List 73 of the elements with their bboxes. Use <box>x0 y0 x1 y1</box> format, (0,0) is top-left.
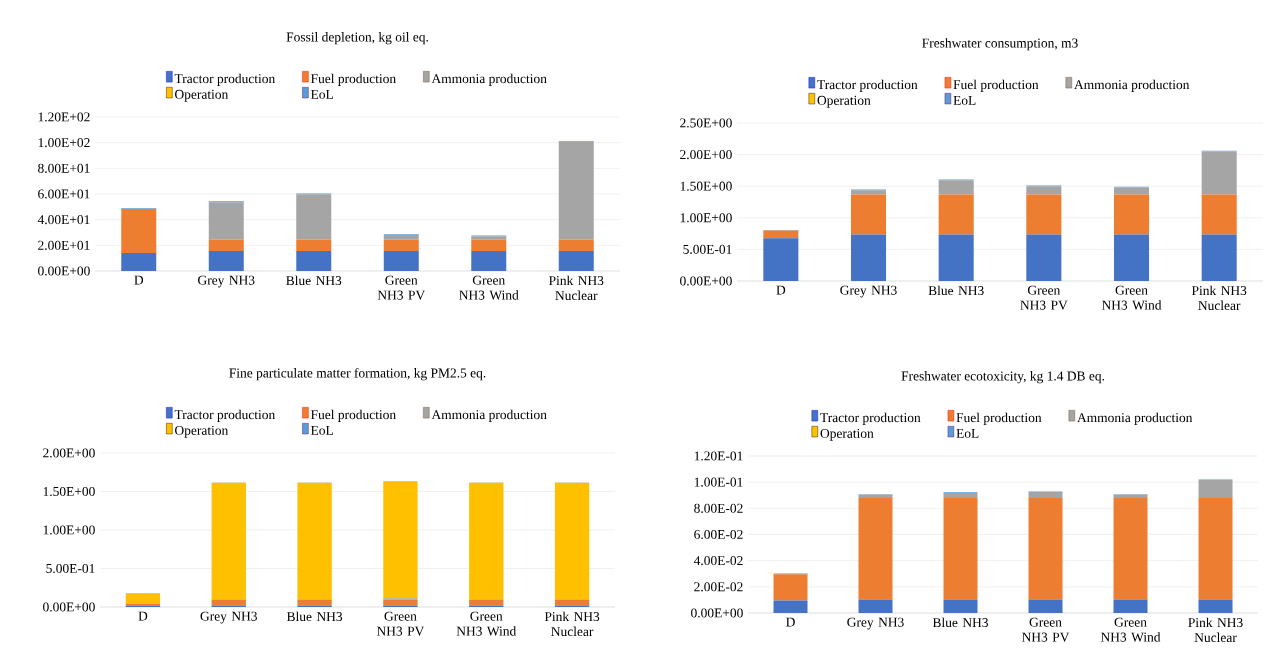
x-tick-label: Blue NH3 <box>928 285 984 296</box>
y-tick-label: 0.00E+00 <box>680 276 732 286</box>
y-tick-label: 4.00E-02 <box>693 556 743 566</box>
x-tick-label: Blue NH3 <box>286 275 342 286</box>
y-tick-label: 1.00E+02 <box>38 138 90 148</box>
x-tick-label: Green NH3 Wind <box>1100 617 1161 642</box>
x-tick-label: D <box>776 285 786 295</box>
y-tick-label: 4.00E+01 <box>37 215 90 225</box>
legend-label: Tractor production <box>174 73 276 86</box>
y-tick-label: 2.00E+00 <box>680 150 732 160</box>
x-tick-label: Blue NH3 <box>932 617 988 628</box>
x-tick-label: Pink NH3 Nuclear <box>1188 617 1243 643</box>
x-tick-label: Grey NH3 <box>847 617 904 630</box>
x-tick-label: Pink NH3 Nuclear <box>549 275 604 301</box>
y-tick-label: 1.20E+02 <box>38 112 90 122</box>
y-tick-label: 5.00E-01 <box>46 563 95 574</box>
x-tick-label: D <box>786 617 795 627</box>
legend-label: Fuel production <box>953 79 1039 92</box>
y-tick-label: 0.00E+00 <box>43 602 95 612</box>
x-tick-label: Pink NH3 Nuclear <box>1191 285 1247 311</box>
chart-title: Fine particulate matter formation, kg PM2.5 eq. <box>229 367 486 381</box>
x-tick-label: Grey NH3 <box>840 285 897 298</box>
x-tick-label: Green NH3 Wind <box>459 275 519 300</box>
legend-label: EoL <box>956 428 979 438</box>
y-tick-label: 1.00E+00 <box>680 213 732 223</box>
legend-label: Tractor production <box>817 79 918 92</box>
y-tick-label: 0.00E+00 <box>691 608 743 618</box>
y-tick-label: 2.50E+00 <box>680 118 732 128</box>
x-tick-label: Grey NH3 <box>200 611 257 624</box>
y-tick-label: 2.00E+01 <box>38 240 90 250</box>
x-tick-label: Green NH3 Wind <box>456 611 517 636</box>
y-tick-label: 1.00E-01 <box>694 477 743 487</box>
legend-label: Ammonia production <box>431 409 547 422</box>
y-tick-label: 8.00E-02 <box>694 503 743 513</box>
legend-label: EoL <box>953 95 976 105</box>
legend-label: Operation <box>820 428 874 441</box>
x-tick-label: Green NH3 PV <box>377 275 426 300</box>
legend-label: Fuel production <box>310 409 396 422</box>
y-tick-label: 2.00E+00 <box>43 448 95 458</box>
x-tick-label: Green NH3 PV <box>376 611 425 636</box>
y-tick-label: 1.00E+00 <box>43 525 95 535</box>
legend-label: Tractor production <box>820 412 921 425</box>
x-tick-label: Blue NH3 <box>286 611 343 622</box>
legend-label: Operation <box>817 95 871 108</box>
y-tick-label: 6.00E+01 <box>38 189 90 199</box>
y-tick-label: 6.00E-02 <box>694 529 743 540</box>
y-tick-label: 1.20E-01 <box>694 451 743 461</box>
y-tick-label: 2.00E-02 <box>694 582 743 592</box>
y-tick-label: 8.00E+01 <box>38 163 90 173</box>
legend-label: Fuel production <box>310 73 396 86</box>
chart-title: Fossil depletion, kg oil eq. <box>286 32 428 45</box>
x-tick-label: Green NH3 PV <box>1021 617 1070 642</box>
y-tick-label: 0.00E+00 <box>38 266 90 276</box>
legend-label: Ammonia production <box>431 73 547 86</box>
y-tick-label: 1.50E+00 <box>43 486 95 497</box>
legend-label: Fuel production <box>956 412 1042 425</box>
chart-title: Freshwater consumption, m3 <box>922 38 1078 51</box>
legend-label: Ammonia production <box>1077 412 1193 425</box>
legend-label: Ammonia production <box>1074 79 1190 92</box>
x-tick-label: D <box>138 611 148 621</box>
x-tick-label: Grey NH3 <box>198 275 255 288</box>
y-tick-label: 1.50E+00 <box>680 181 732 191</box>
x-tick-label: Pink NH3 Nuclear <box>544 611 600 637</box>
legend-label: EoL <box>310 425 333 435</box>
legend-label: Tractor production <box>174 409 276 422</box>
x-tick-label: Green NH3 Wind <box>1101 285 1162 310</box>
chart-title: Freshwater ecotoxicity, kg 1.4 DB eq. <box>901 371 1105 384</box>
legend-label: Operation <box>175 89 229 102</box>
x-tick-label: Green NH3 PV <box>1020 285 1068 310</box>
x-tick-label: D <box>134 275 144 285</box>
y-tick-label: 5.00E-01 <box>683 244 732 254</box>
legend-label: EoL <box>310 89 333 99</box>
legend-label: Operation <box>175 425 229 438</box>
